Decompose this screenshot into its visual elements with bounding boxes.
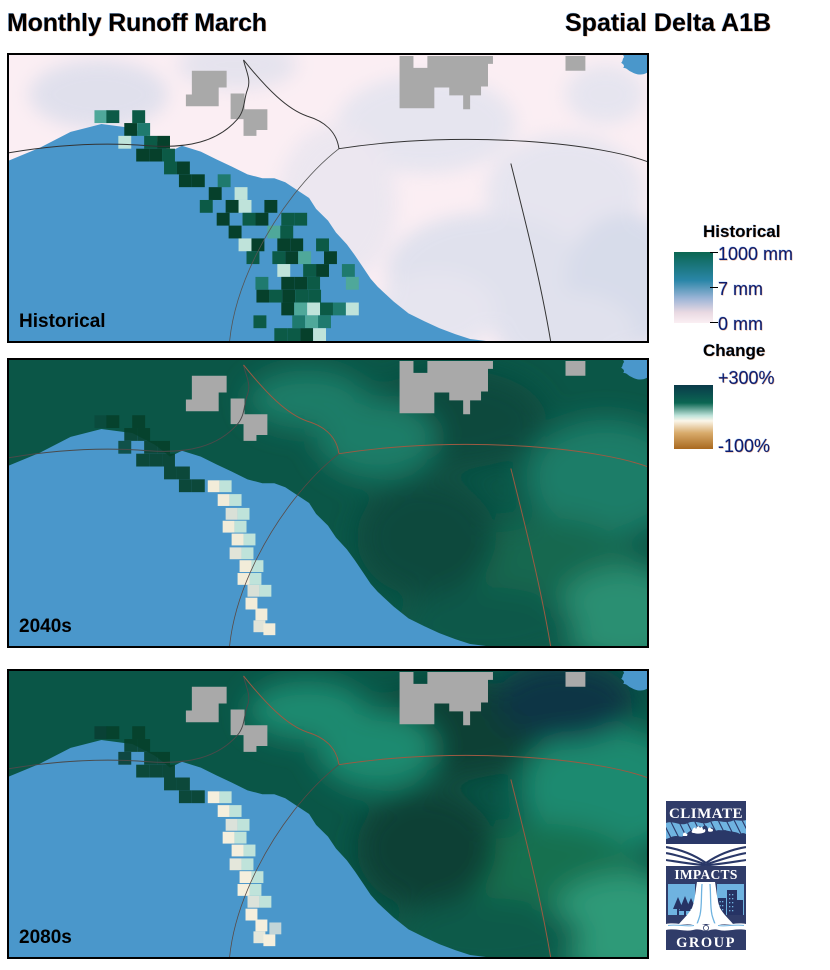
svg-text:CLIMATE: CLIMATE bbox=[669, 806, 743, 822]
svg-text:IMPACTS: IMPACTS bbox=[674, 867, 737, 882]
svg-text:GROUP: GROUP bbox=[676, 935, 736, 950]
